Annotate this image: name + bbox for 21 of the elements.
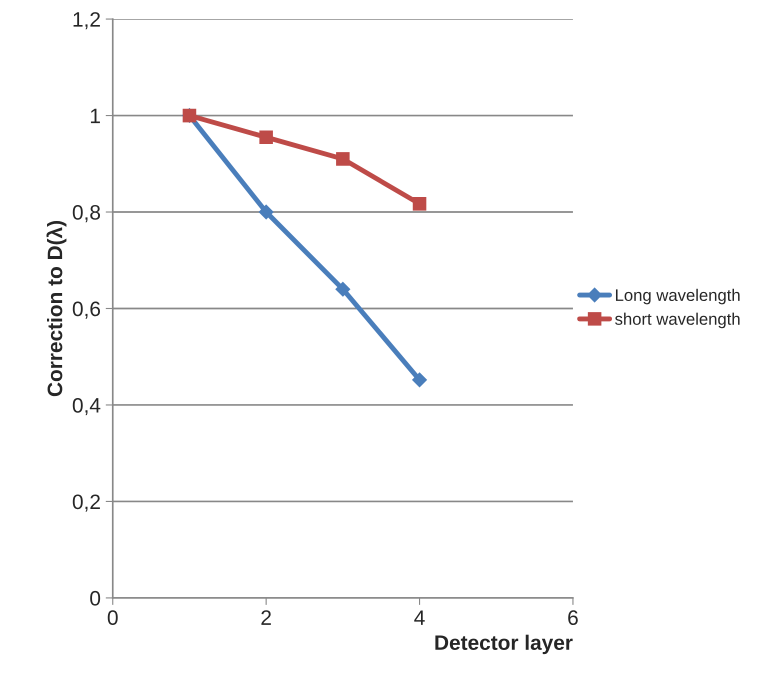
legend-label: Long wavelength: [616, 288, 740, 304]
y-tick-label: 0: [90, 590, 100, 606]
x-axis-title: Detector layer: [435, 634, 573, 654]
y-tick-label: 1,2: [74, 12, 100, 30]
point: [335, 282, 350, 297]
y-tick-label: 0,8: [72, 205, 100, 222]
legend-label: short wavelength: [615, 312, 740, 328]
x-tick-label: 6: [568, 610, 578, 626]
point: [336, 152, 350, 166]
y-tick-label: 0,6: [72, 301, 100, 319]
point: [259, 130, 273, 144]
y-tick-label: 0,2: [72, 494, 100, 512]
point: [412, 372, 427, 388]
point: [412, 197, 426, 211]
x-tick-label: 4: [414, 610, 425, 625]
x-tick-label: 2: [261, 610, 271, 625]
y-tick-label: 1: [90, 108, 100, 124]
y-axis-title: Correction to D(λ): [46, 220, 66, 396]
y-tick-label: 0,4: [72, 398, 100, 416]
x-tick-label: 0: [108, 610, 118, 626]
point: [258, 204, 274, 220]
